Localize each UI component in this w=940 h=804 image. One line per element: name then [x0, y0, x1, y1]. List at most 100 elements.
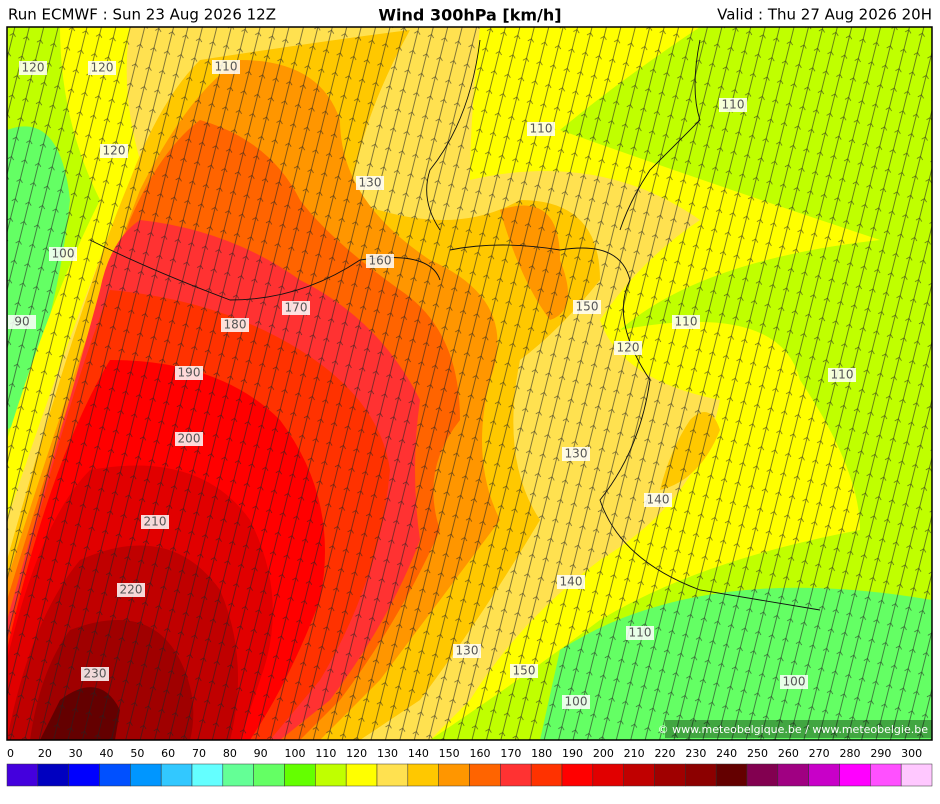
colorbar-swatch — [407, 763, 439, 787]
colorbar-tick-label: 240 — [716, 747, 737, 760]
contour-label-bg — [626, 626, 654, 640]
contour-label: 120 — [617, 341, 640, 355]
contour-label: 110 — [629, 626, 652, 640]
colorbar-tick-label: 260 — [778, 747, 799, 760]
contour-label-bg — [221, 318, 249, 332]
colorbar-swatch — [6, 763, 39, 787]
contour-label-bg — [557, 575, 585, 589]
valid-label: Valid : Thu 27 Aug 2026 20H — [717, 6, 932, 24]
contour-label: 130 — [456, 644, 479, 658]
colorbar-tick-label: 100 — [285, 747, 306, 760]
contour-label-bg — [614, 341, 642, 355]
colorbar-tick-label: 200 — [593, 747, 614, 760]
contour-label-bg — [212, 60, 240, 74]
contour-label-bg — [356, 176, 384, 190]
colorbar-tick-label: 150 — [439, 747, 460, 760]
contour-label-bg — [719, 98, 747, 112]
colorbar-swatch — [284, 763, 316, 787]
colorbar-tick-label: 130 — [377, 747, 398, 760]
colorbar-swatch — [592, 763, 624, 787]
colorbar-swatch — [839, 763, 871, 787]
colorbar-tick-label: 280 — [840, 747, 861, 760]
colorbar-swatch — [654, 763, 686, 787]
contour-label-bg — [672, 315, 700, 329]
contour-label: 90 — [14, 315, 29, 329]
run-label: Run ECMWF : Sun 23 Aug 2026 12Z — [8, 6, 276, 24]
contour-label: 200 — [178, 432, 201, 446]
contour-label: 160 — [369, 254, 392, 268]
colorbar-swatch — [469, 763, 501, 787]
colorbar-swatch — [37, 763, 69, 787]
contour-label: 110 — [722, 98, 745, 112]
colorbar-swatch — [130, 763, 162, 787]
contour-label: 140 — [647, 493, 670, 507]
colorbar-swatch — [685, 763, 717, 787]
contour-label-bg — [175, 366, 203, 380]
colorbar-swatch — [808, 763, 840, 787]
contour-label: 100 — [52, 247, 75, 261]
contour-label: 230 — [84, 667, 107, 681]
colorbar-tick-label: 290 — [870, 747, 891, 760]
contour-label-bg — [573, 300, 601, 314]
contour-label: 110 — [831, 368, 854, 382]
credit-bg — [665, 720, 932, 738]
contour-label-bg — [19, 61, 47, 75]
colorbar-swatch — [345, 763, 378, 787]
contour-label-bg — [453, 644, 481, 658]
contour-label-bg — [88, 61, 116, 75]
colorbar-tick-label: 60 — [161, 747, 175, 760]
colorbar-tick-label: 300 — [901, 747, 922, 760]
colorbar-tick-label: 70 — [192, 747, 206, 760]
colorbar-tick-label: 0 — [7, 747, 14, 760]
map-frame — [6, 26, 933, 741]
contour-label-bg — [562, 695, 590, 709]
contour-label-bg — [282, 301, 310, 315]
contour-label: 120 — [22, 61, 45, 75]
colorbar-tick-label: 250 — [747, 747, 768, 760]
contour-label-bg — [780, 675, 808, 689]
colorbar-swatch — [623, 763, 655, 787]
contour-label-bg — [366, 254, 394, 268]
colorbar-tick-label: 30 — [69, 747, 83, 760]
contour-label: 210 — [144, 515, 167, 529]
colorbar-swatch — [500, 763, 532, 787]
contour-label: 110 — [675, 315, 698, 329]
colorbar-tick-label: 20 — [38, 747, 52, 760]
contour-label: 180 — [224, 318, 247, 332]
contour-label: 120 — [103, 144, 126, 158]
contour-label-bg — [828, 368, 856, 382]
contour-label: 190 — [178, 366, 201, 380]
contour-label-bg — [510, 664, 538, 678]
colorbar-tick-label: 90 — [254, 747, 268, 760]
colorbar-tick-label: 190 — [562, 747, 583, 760]
colorbar-tick-label: 230 — [685, 747, 706, 760]
contour-label-bg — [49, 247, 77, 261]
colorbar-tick-label: 180 — [531, 747, 552, 760]
colorbar-tick-label: 210 — [624, 747, 645, 760]
contour-label-bg — [644, 493, 672, 507]
contour-label: 120 — [91, 61, 114, 75]
colorbar-swatch — [68, 763, 100, 787]
contour-label-bg — [527, 122, 555, 136]
contour-label-bg — [117, 583, 145, 597]
colorbar-swatch — [777, 763, 809, 787]
colorbar-swatch — [900, 763, 933, 787]
colorbar-swatch — [191, 763, 224, 787]
colorbar-swatch — [253, 763, 285, 787]
colorbar-tick-label: 110 — [315, 747, 336, 760]
colorbar-tick-label: 50 — [130, 747, 144, 760]
colorbar-swatch — [746, 763, 779, 787]
contour-label-bg — [141, 515, 169, 529]
colorbar-swatch — [160, 763, 193, 787]
colorbar-tick-label: 80 — [223, 747, 237, 760]
colorbar-tick-label: 140 — [408, 747, 429, 760]
colorbar-tick-label: 220 — [655, 747, 676, 760]
contour-label: 150 — [513, 664, 536, 678]
map-title: Wind 300hPa [km/h] — [378, 6, 561, 25]
contour-label: 140 — [560, 575, 583, 589]
colorbar-tick-label: 270 — [809, 747, 830, 760]
colorbar-swatch — [530, 763, 563, 787]
colorbar-swatch — [870, 763, 902, 787]
